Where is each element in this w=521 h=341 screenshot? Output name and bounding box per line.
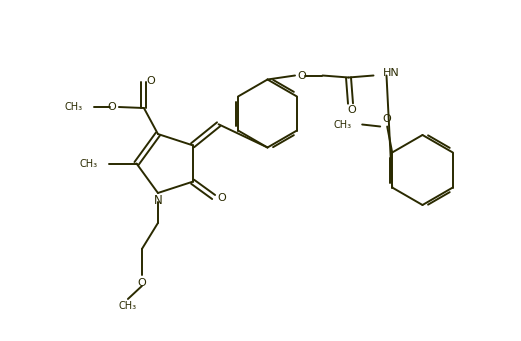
Text: HN: HN	[382, 68, 399, 77]
Text: CH₃: CH₃	[65, 102, 83, 112]
Text: O: O	[138, 278, 146, 288]
Text: N: N	[154, 194, 163, 207]
Text: CH₃: CH₃	[119, 301, 137, 311]
Text: O: O	[297, 71, 306, 80]
Text: O: O	[347, 105, 356, 115]
Text: O: O	[107, 102, 116, 112]
Text: O: O	[146, 76, 155, 86]
Text: O: O	[218, 193, 227, 203]
Text: CH₃: CH₃	[333, 119, 351, 130]
Text: CH₃: CH₃	[80, 159, 98, 168]
Text: O: O	[383, 114, 392, 123]
